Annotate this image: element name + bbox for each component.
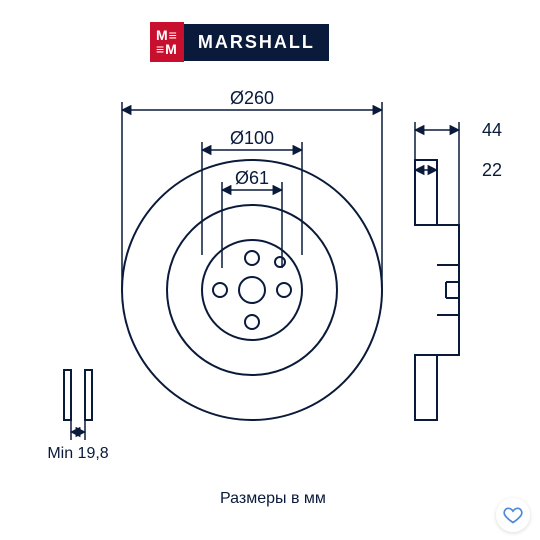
side-view — [415, 160, 459, 420]
favorite-button[interactable] — [496, 498, 530, 532]
front-view — [122, 160, 382, 420]
technical-drawing: Ø260 Ø100 Ø61 44 22 Min 19,8 — [0, 0, 540, 540]
min-thickness-block — [64, 370, 92, 420]
dim-min-label: Min 19,8 — [47, 445, 108, 462]
heart-icon — [503, 505, 523, 525]
units-caption: Размеры в мм — [220, 490, 326, 508]
dim-d61-label: Ø61 — [235, 168, 269, 188]
dim-d260-label: Ø260 — [230, 88, 274, 108]
dim-w22-label: 22 — [482, 160, 502, 180]
dim-min: Min 19,8 — [47, 420, 108, 462]
dim-w44-label: 44 — [482, 120, 502, 140]
dim-d100-label: Ø100 — [230, 128, 274, 148]
